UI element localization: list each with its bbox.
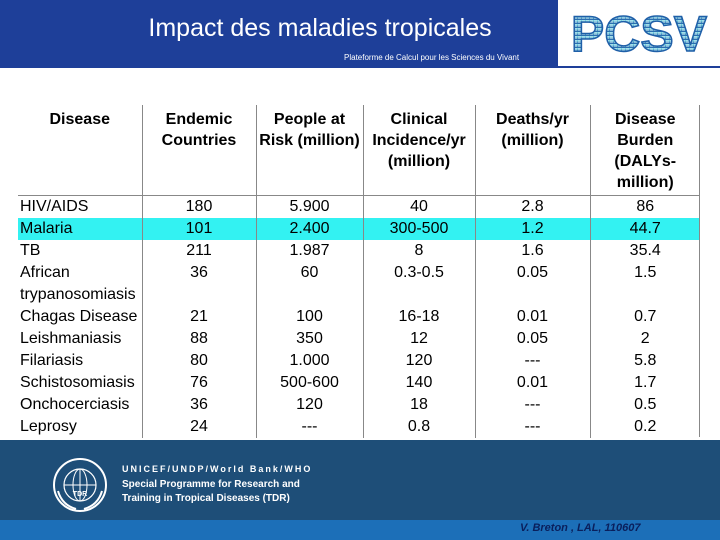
cell-disease: Schistosomiasis xyxy=(20,374,135,391)
page-title: Impact des maladies tropicales xyxy=(148,14,492,42)
cell-risk: 60 xyxy=(255,262,363,306)
column-header-risk: People at Risk (million) xyxy=(255,105,363,196)
cell-deaths: 2.8 xyxy=(474,195,590,218)
cell-incidence: 16-18 xyxy=(362,306,475,328)
cell-incidence: 140 xyxy=(362,372,475,394)
footer: TDR UNICEF/UNDP/World Bank/WHO Special P… xyxy=(0,440,720,540)
cell-deaths: 0.05 xyxy=(474,262,590,306)
cell-disease: Leishmaniasis xyxy=(20,330,122,347)
header-band xyxy=(0,0,560,66)
cell-disease: TB xyxy=(20,242,41,259)
cell-burden: 1.7 xyxy=(589,372,700,394)
cell-endemic: 36 xyxy=(141,394,256,416)
cell-burden: 44.7 xyxy=(589,218,700,240)
cell-endemic: 36 xyxy=(141,262,256,306)
org-name-line3: Training in Tropical Diseases (TDR) xyxy=(122,493,290,504)
cell-endemic: 76 xyxy=(141,372,256,394)
column-header-incidence: Clinical Incidence/yr (million) xyxy=(362,105,475,196)
cell-burden: 0.7 xyxy=(589,306,700,328)
cell-endemic: 21 xyxy=(141,306,256,328)
table-row: African trypanosomiasis 36 60 0.3-0.5 0.05 1.… xyxy=(18,262,700,306)
cell-incidence: 0.3-0.5 xyxy=(362,262,475,306)
table-row: Schistosomiasis 76 500-600 140 0.01 1.7 xyxy=(18,372,700,394)
column-header-endemic: Endemic Countries xyxy=(141,105,256,196)
cell-risk: --- xyxy=(255,416,363,438)
cell-disease: Malaria xyxy=(18,218,142,240)
table-row: Malaria 101 2.400 300-500 1.2 44.7 xyxy=(18,218,700,240)
table-header-row: Disease Endemic Countries People at Risk (… xyxy=(18,105,700,196)
cell-incidence: 300-500 xyxy=(362,218,475,240)
cell-deaths: --- xyxy=(474,394,590,416)
cell-incidence: 40 xyxy=(362,195,475,218)
table-row: Leishmaniasis 88 350 12 0.05 2 xyxy=(18,328,700,350)
cell-burden: 0.5 xyxy=(589,394,700,416)
cell-disease: Leprosy xyxy=(20,418,77,435)
cell-incidence: 8 xyxy=(362,240,475,262)
cell-endemic: 24 xyxy=(141,416,256,438)
cell-endemic: 88 xyxy=(141,328,256,350)
cell-disease: HIV/AIDS xyxy=(18,195,142,218)
cell-risk: 120 xyxy=(255,394,363,416)
column-header-burden: Disease Burden (DALYs-million) xyxy=(589,105,700,196)
cell-deaths: 0.01 xyxy=(474,372,590,394)
cell-endemic: 80 xyxy=(141,350,256,372)
svg-text:TDR: TDR xyxy=(73,491,87,498)
cell-disease: Chagas Disease xyxy=(20,308,138,325)
cell-risk: 5.900 xyxy=(255,195,363,218)
table-row: Filariasis 80 1.000 120 --- 5.8 xyxy=(18,350,700,372)
cell-risk: 350 xyxy=(255,328,363,350)
org-name-line2: Special Programme for Research and xyxy=(122,479,300,490)
cell-disease: Filariasis xyxy=(20,352,84,369)
table-row: Chagas Disease 21 100 16-18 0.01 0.7 xyxy=(18,306,700,328)
column-header-deaths: Deaths/yr (million) xyxy=(474,105,590,196)
column-header-disease: Disease xyxy=(18,105,142,196)
cell-deaths: 1.2 xyxy=(474,218,590,240)
cell-risk: 500-600 xyxy=(255,372,363,394)
cell-deaths: 0.01 xyxy=(474,306,590,328)
cell-burden: 0.2 xyxy=(589,416,700,438)
svg-text:PCSV: PCSV xyxy=(571,6,708,62)
table-body: HIV/AIDS 180 5.900 40 2.8 86 Malaria 101 2.400 30… xyxy=(18,195,700,438)
header: Impact des maladies tropicales Plateform… xyxy=(0,0,720,68)
cell-deaths: --- xyxy=(474,416,590,438)
header-divider xyxy=(0,66,720,68)
cell-disease: African trypanosomiasis xyxy=(20,264,136,303)
cell-burden: 2 xyxy=(589,328,700,350)
cell-burden: 5.8 xyxy=(589,350,700,372)
footer-strip xyxy=(0,520,720,540)
table-row: TB 211 1.987 8 1.6 35.4 xyxy=(18,240,700,262)
table-row: HIV/AIDS 180 5.900 40 2.8 86 xyxy=(18,195,700,218)
cell-deaths: --- xyxy=(474,350,590,372)
cell-endemic: 211 xyxy=(141,240,256,262)
cell-disease: Onchocerciasis xyxy=(20,396,130,413)
pcsv-logo: PCSV xyxy=(558,0,720,66)
table-right-border xyxy=(699,105,700,437)
cell-burden: 1.5 xyxy=(589,262,700,306)
author-credit: V. Breton , LAL, 110607 xyxy=(520,522,641,534)
table-row: Onchocerciasis 36 120 18 --- 0.5 xyxy=(18,394,700,416)
cell-burden: 35.4 xyxy=(589,240,700,262)
page-subtitle: Plateforme de Calcul pour les Sciences d… xyxy=(344,53,520,62)
cell-incidence: 12 xyxy=(362,328,475,350)
disease-table: Disease Endemic Countries People at Risk (… xyxy=(18,105,700,438)
table-row: Leprosy 24 --- 0.8 --- 0.2 xyxy=(18,416,700,438)
cell-endemic: 180 xyxy=(141,195,256,218)
pcsv-logo-icon: PCSV xyxy=(570,5,708,62)
cell-incidence: 18 xyxy=(362,394,475,416)
cell-incidence: 120 xyxy=(362,350,475,372)
cell-risk: 1.000 xyxy=(255,350,363,372)
cell-burden: 86 xyxy=(589,195,700,218)
cell-risk: 100 xyxy=(255,306,363,328)
org-name-line1: UNICEF/UNDP/World Bank/WHO xyxy=(122,464,313,474)
cell-risk: 1.987 xyxy=(255,240,363,262)
cell-deaths: 1.6 xyxy=(474,240,590,262)
who-tdr-emblem-icon: TDR xyxy=(53,458,107,512)
cell-endemic: 101 xyxy=(141,218,256,240)
cell-risk: 2.400 xyxy=(255,218,363,240)
cell-incidence: 0.8 xyxy=(362,416,475,438)
cell-deaths: 0.05 xyxy=(474,328,590,350)
